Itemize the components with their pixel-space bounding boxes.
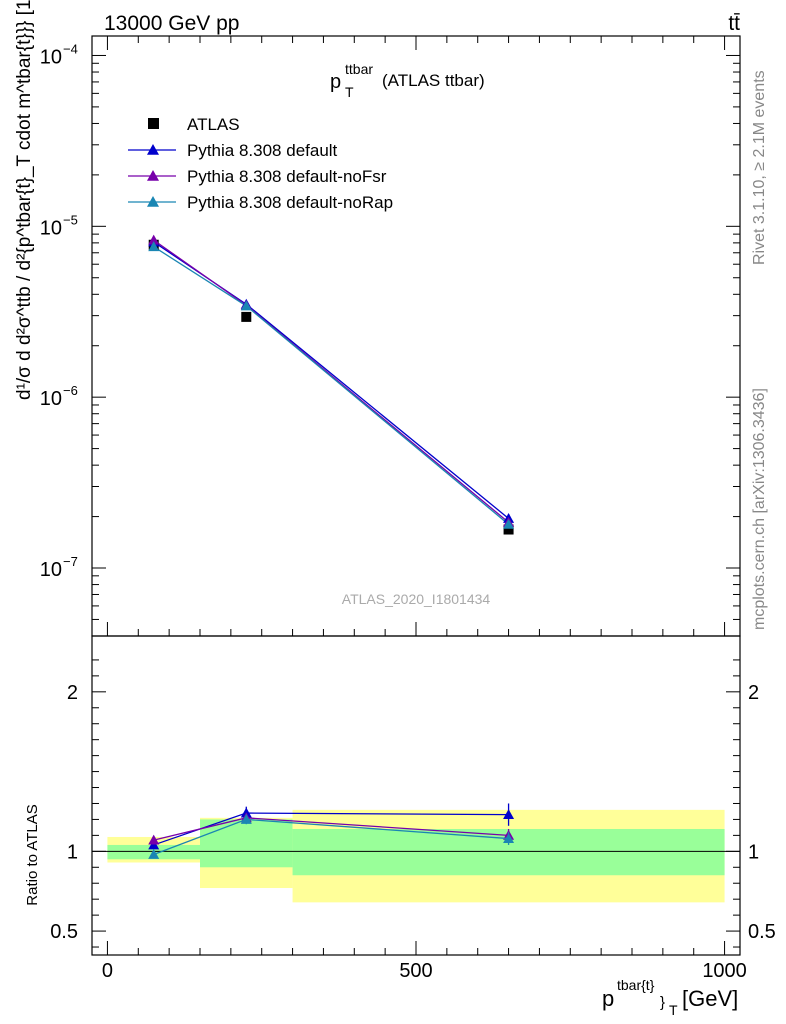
main-y-tick-label-exp: −7: [63, 554, 78, 569]
main-y-tick-label-exp: −6: [63, 383, 78, 398]
ratio-panel-frame: [91, 635, 741, 956]
mcplots-label: mcplots.cern.ch [arXiv:1306.3436]: [751, 388, 768, 630]
ratio-y-tick-label-right: 0.5: [748, 921, 776, 943]
process-label: tt̄: [728, 12, 740, 35]
legend-label-default: Pythia 8.308 default: [187, 141, 338, 160]
legend-marker-noFsr: [147, 170, 159, 181]
x-tick-label: 0: [102, 960, 113, 982]
ratio-y-tick-label-right: 2: [748, 682, 759, 704]
plot-title-rest: (ATLAS ttbar): [382, 71, 485, 90]
data-point-noFsr: [148, 234, 160, 245]
main-y-tick-label: 10: [40, 46, 62, 68]
rivet-label: Rivet 3.1.10, ≥ 2.1M events: [751, 70, 768, 265]
data-point-noRap: [503, 518, 515, 529]
plot-title-main: p: [330, 71, 341, 93]
x-axis-label-subsub: T: [669, 1002, 678, 1018]
legend: ATLAS Pythia 8.308 default Pythia 8.308 de…: [128, 115, 393, 212]
ratio-panel-series: [148, 803, 515, 859]
ratio-y-tick-label-right: 1: [748, 841, 759, 863]
series-line-noRap: [153, 246, 509, 525]
plot-title: p: [330, 71, 341, 93]
ratio-y-tick-label: 1: [67, 841, 78, 863]
x-tick-label: 1000: [702, 960, 747, 982]
legend-label-noFsr: Pythia 8.308 default-noFsr: [187, 167, 387, 186]
data-point-noRap: [240, 300, 252, 311]
main-y-tick-label: 10: [40, 559, 62, 581]
main-y-tick-label-exp: −4: [63, 41, 78, 56]
ratio-point-default: [503, 809, 515, 820]
ratio-point-noRap: [503, 833, 515, 843]
analysis-id: ATLAS_2020_I1801434: [342, 591, 491, 607]
ratio-y-tick-label: 2: [67, 682, 78, 704]
data-point-data: [503, 524, 514, 535]
x-axis-label-sup: tbar{t}: [617, 977, 655, 993]
plot-title-sup: ttbar: [345, 61, 373, 77]
x-axis-label-main: p: [602, 986, 614, 1011]
x-axis-label-sub: }: [660, 994, 665, 1011]
ratio-uncertainty-bands: [107, 809, 725, 903]
ratio-point-noRap: [240, 813, 252, 824]
legend-marker-data: [148, 118, 159, 129]
x-tick-label: 500: [399, 960, 432, 982]
legend-label-noRap: Pythia 8.308 default-noRap: [187, 193, 393, 212]
data-point-data: [241, 311, 252, 322]
legend-marker-noRap: [147, 196, 159, 207]
main-y-axis-label: d¹/σ d d²σ^ttb / d²{p^tbar{t}_T cdot m^t…: [14, 0, 35, 400]
main-y-tick-label-exp: −5: [63, 212, 78, 227]
series-line-default: [153, 241, 509, 519]
ratio-y-axis-label: Ratio to ATLAS: [24, 804, 41, 905]
ratio-y-tick-label: 0.5: [50, 921, 78, 943]
inner-band-bin-1: [200, 819, 293, 868]
main-panel-series: [148, 234, 515, 535]
energy-label: 13000 GeV pp: [104, 12, 239, 35]
x-axis-label: p: [602, 986, 614, 1011]
ratio-point-noFsr: [148, 834, 160, 845]
legend-label-data: ATLAS: [187, 115, 240, 134]
main-y-tick-label: 10: [40, 388, 62, 410]
data-point-noRap: [148, 241, 160, 252]
legend-marker-default: [147, 144, 159, 155]
main-y-tick-label: 10: [40, 217, 62, 239]
plot-title-sub: T: [345, 84, 354, 100]
ratio-point-noRap: [148, 849, 160, 859]
x-axis-label-unit: [GeV]: [682, 986, 738, 1011]
